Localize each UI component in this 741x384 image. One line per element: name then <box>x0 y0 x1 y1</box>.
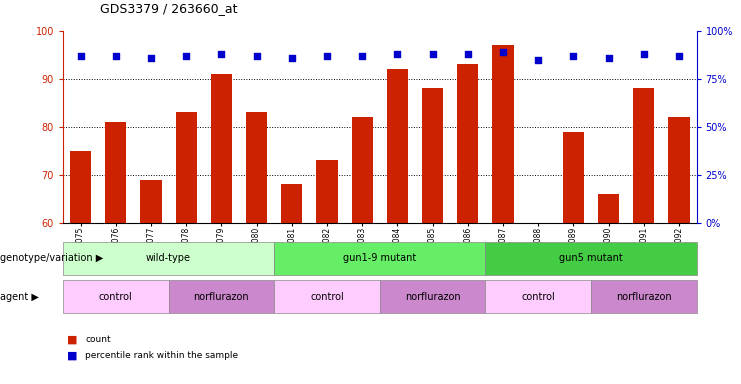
Bar <box>70 151 91 223</box>
Bar <box>422 88 443 223</box>
Text: gun1-9 mutant: gun1-9 mutant <box>343 253 416 263</box>
Text: norflurazon: norflurazon <box>193 291 249 302</box>
Bar <box>351 117 373 223</box>
Text: ■: ■ <box>67 350 77 360</box>
Bar <box>176 112 197 223</box>
Point <box>216 51 227 57</box>
Text: control: control <box>310 291 344 302</box>
Point <box>321 53 333 59</box>
Text: agent ▶: agent ▶ <box>0 291 39 302</box>
Text: GDS3379 / 263660_at: GDS3379 / 263660_at <box>100 2 238 15</box>
Point <box>75 53 87 59</box>
Point <box>145 55 157 61</box>
Text: wild-type: wild-type <box>146 253 191 263</box>
Bar <box>492 45 514 223</box>
Bar <box>141 179 162 223</box>
Point <box>532 56 544 63</box>
Point <box>602 55 614 61</box>
Point <box>673 53 685 59</box>
Bar <box>281 184 302 223</box>
Text: norflurazon: norflurazon <box>405 291 460 302</box>
Bar <box>457 64 478 223</box>
Text: count: count <box>85 335 111 344</box>
Point <box>497 49 509 55</box>
Point <box>356 53 368 59</box>
Point <box>462 51 473 57</box>
Bar <box>633 88 654 223</box>
Bar <box>668 117 689 223</box>
Bar <box>105 122 126 223</box>
Text: percentile rank within the sample: percentile rank within the sample <box>85 351 239 360</box>
Point <box>250 53 262 59</box>
Bar <box>210 74 232 223</box>
Text: control: control <box>521 291 555 302</box>
Point <box>180 53 192 59</box>
Point <box>427 51 439 57</box>
Text: control: control <box>99 291 133 302</box>
Bar <box>246 112 267 223</box>
Point <box>638 51 650 57</box>
Bar <box>316 160 337 223</box>
Point <box>568 53 579 59</box>
Point <box>110 53 122 59</box>
Text: norflurazon: norflurazon <box>616 291 671 302</box>
Text: ■: ■ <box>67 335 77 345</box>
Bar <box>387 69 408 223</box>
Text: gun5 mutant: gun5 mutant <box>559 253 623 263</box>
Text: genotype/variation ▶: genotype/variation ▶ <box>0 253 103 263</box>
Bar <box>562 131 584 223</box>
Point <box>391 51 403 57</box>
Point <box>286 55 298 61</box>
Bar <box>598 194 619 223</box>
